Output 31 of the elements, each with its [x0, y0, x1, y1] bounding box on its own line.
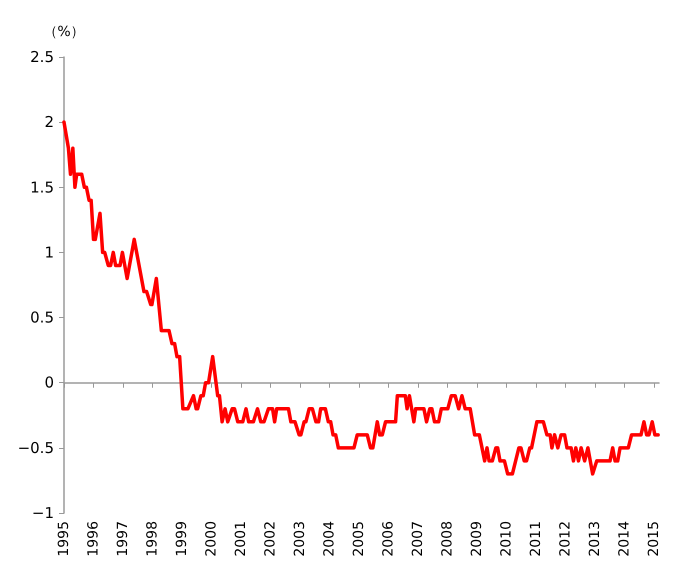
x-tick-label: 1997: [115, 521, 131, 557]
x-tick-label: 2006: [380, 520, 396, 557]
y-tick-label: −1: [32, 504, 54, 522]
y-tick-label: 1: [44, 243, 54, 262]
x-tick-label: 1999: [174, 521, 190, 557]
x-tick-label: 2015: [646, 521, 662, 557]
x-tick-label: 2014: [616, 520, 632, 557]
y-tick-label: −0.5: [18, 438, 54, 457]
y-tick-label: 1.5: [30, 178, 54, 196]
x-tick-label: 2007: [410, 521, 426, 557]
x-tick-label: 2005: [350, 521, 367, 557]
x-tick-label: 2012: [557, 521, 574, 557]
x-tick-label: 2004: [321, 520, 338, 557]
x-tick-label: 2010: [498, 521, 514, 557]
x-tick-label: 2003: [292, 521, 308, 557]
y-axis-title: （%）: [43, 24, 85, 40]
x-tick-label: 1996: [86, 520, 102, 557]
x-tick-label: 2009: [468, 521, 485, 557]
line-series: [62, 120, 660, 476]
x-tick-label: 1995: [56, 521, 72, 557]
x-tick-label: 2011: [528, 521, 544, 557]
y-tick-label: 2.5: [30, 48, 54, 66]
y-tick-label: 2: [44, 113, 54, 132]
x-tick-label: 2013: [586, 521, 603, 557]
y-tick-label: 0.5: [30, 308, 54, 327]
x-tick-label: 2008: [439, 521, 456, 557]
x-tick-label: 2002: [262, 521, 278, 557]
y-tick-label: 0: [44, 374, 54, 392]
x-tick-label: 2001: [232, 521, 249, 557]
x-tick-label: 2000: [203, 521, 220, 557]
x-tick-label: 1998: [144, 521, 160, 557]
